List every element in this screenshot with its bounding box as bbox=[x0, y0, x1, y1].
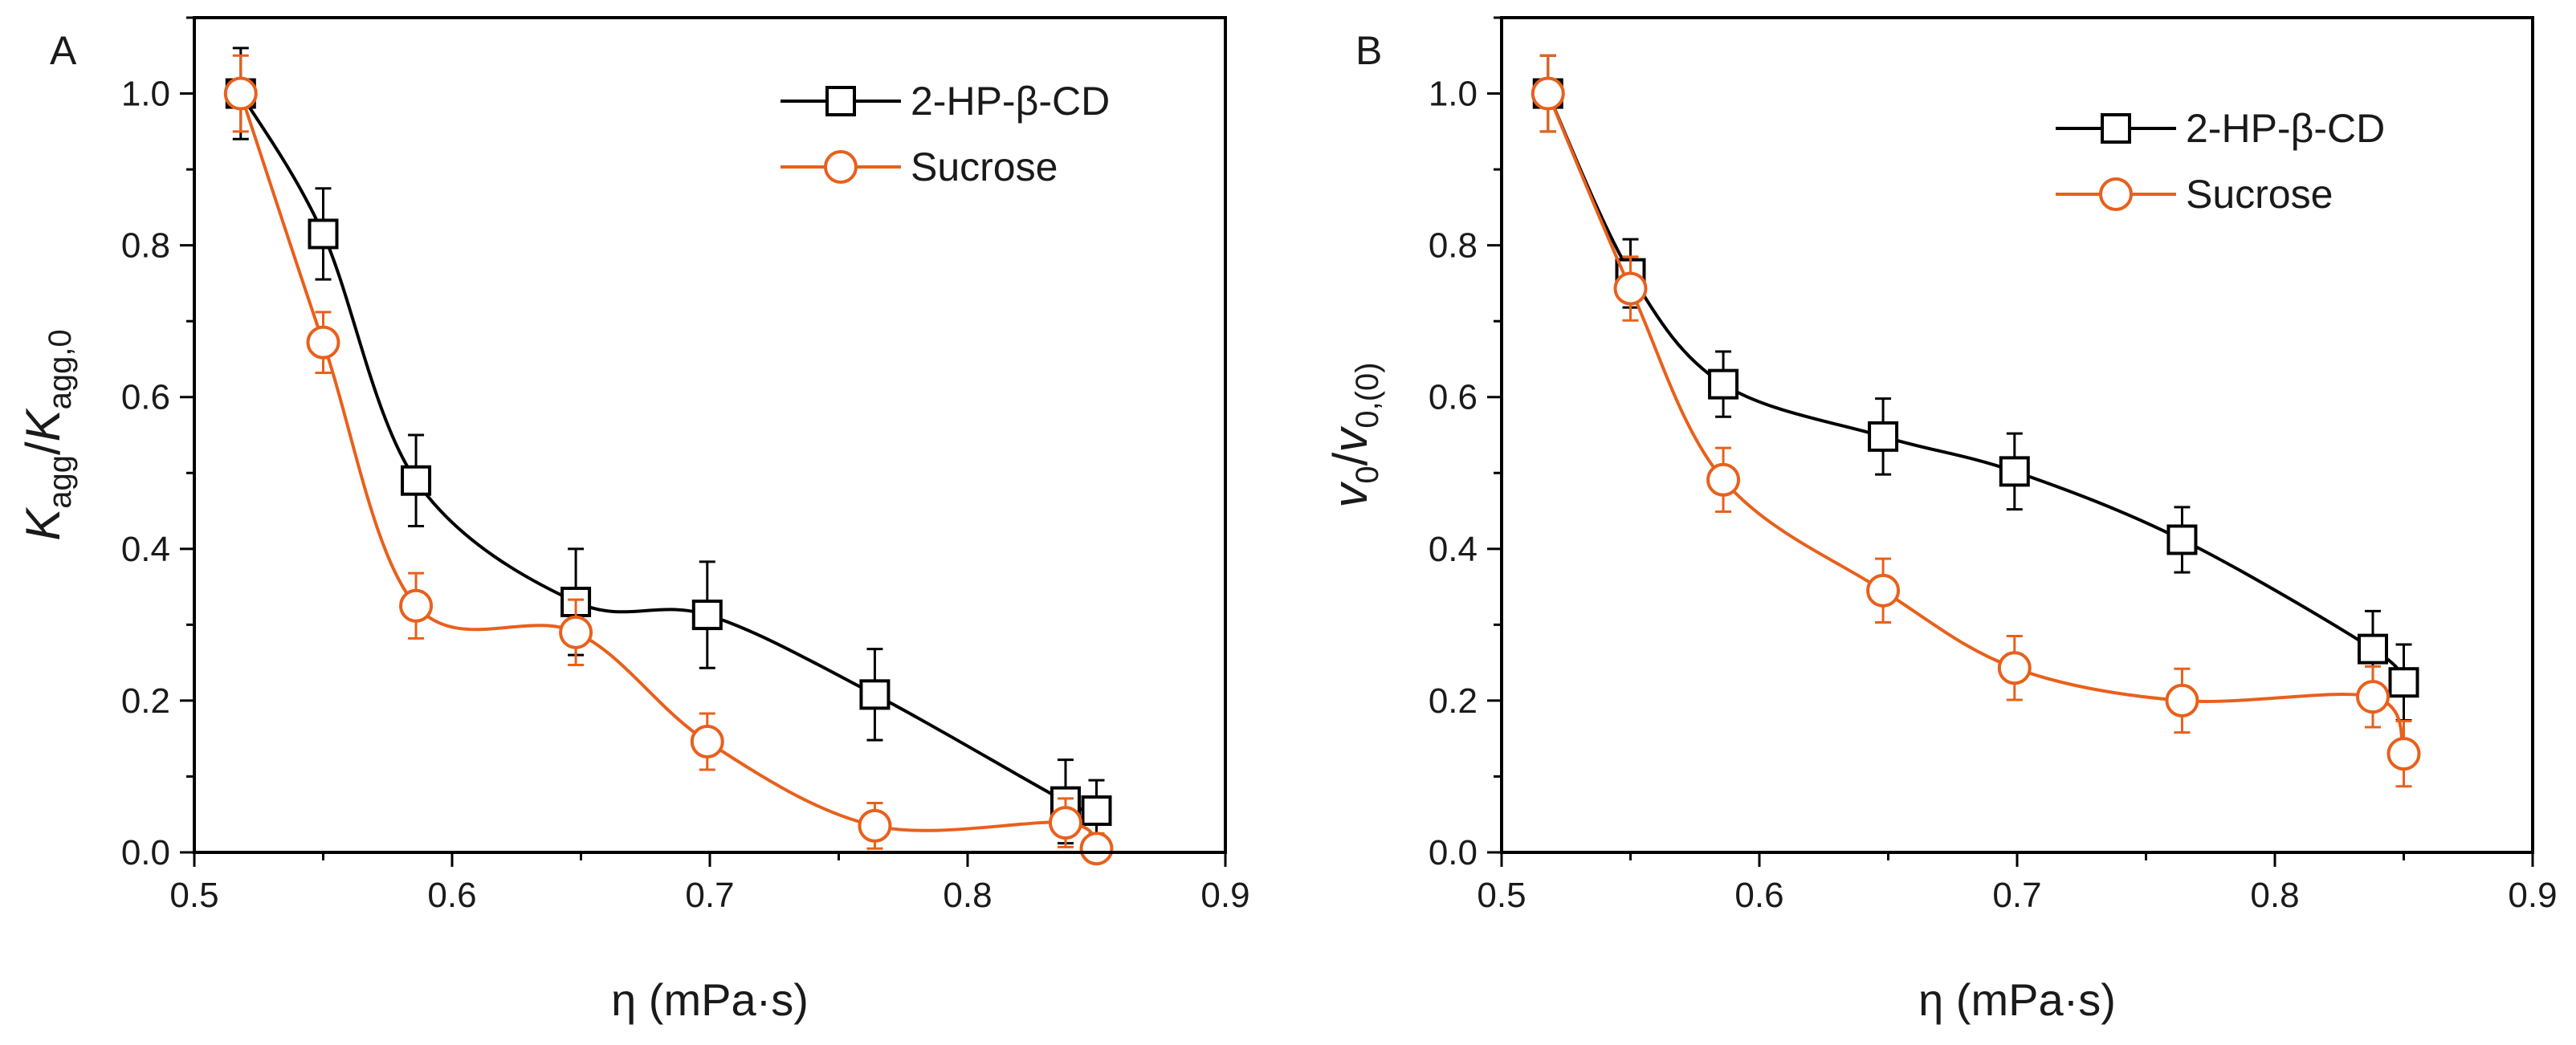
data-point bbox=[306, 325, 340, 360]
legend-label: 2-HP-β-CD bbox=[2186, 106, 2385, 151]
y-tick-label: 0.4 bbox=[1429, 530, 1478, 569]
legend-label: Sucrose bbox=[2186, 172, 2333, 217]
series-sucrose bbox=[1531, 54, 2421, 788]
data-point bbox=[1866, 573, 1901, 608]
x-tick-label: 0.5 bbox=[1477, 876, 1526, 915]
x-tick-label: 0.8 bbox=[2250, 876, 2299, 915]
y-axis-label: Kagg/Kagg,0 bbox=[16, 329, 78, 541]
data-point bbox=[1079, 832, 1114, 866]
data-point bbox=[2386, 737, 2421, 771]
data-point bbox=[1048, 806, 1082, 840]
series-hp-beta-cd bbox=[1532, 54, 2419, 722]
x-tick-label: 0.6 bbox=[427, 876, 476, 915]
data-point bbox=[308, 218, 339, 250]
data-point bbox=[1531, 76, 1565, 111]
data-point bbox=[2166, 524, 2198, 555]
series-line bbox=[238, 92, 1098, 850]
y-tick-label: 0.2 bbox=[121, 681, 170, 721]
data-point bbox=[1997, 651, 2032, 685]
legend-marker bbox=[824, 150, 858, 184]
x-tick-label: 0.9 bbox=[1200, 876, 1249, 915]
y-label-part: v bbox=[1323, 482, 1377, 508]
data-point bbox=[1868, 421, 1899, 452]
legend-label: 2-HP-β-CD bbox=[911, 79, 1110, 124]
x-tick-label: 0.5 bbox=[169, 876, 218, 915]
data-point bbox=[1706, 462, 1741, 497]
plot-frame bbox=[193, 16, 1227, 854]
y-label-part: / bbox=[1323, 452, 1377, 466]
legend-marker bbox=[825, 86, 856, 116]
y-tick-label: 0.0 bbox=[121, 833, 170, 872]
legend: 2-HP-β-CD Sucrose bbox=[781, 79, 1110, 189]
y-tick-label: 0.4 bbox=[121, 530, 170, 569]
data-point bbox=[1613, 271, 1648, 306]
y-axis-label: v0/v0,(0) bbox=[1323, 362, 1385, 507]
legend-entry-sucrose: Sucrose bbox=[2056, 172, 2333, 217]
x-tick-label: 0.6 bbox=[1734, 876, 1783, 915]
data-point bbox=[1081, 795, 1112, 826]
x-axis-label: η (mPa·s) bbox=[1918, 974, 2116, 1025]
series-sucrose bbox=[223, 54, 1114, 866]
data-point bbox=[2388, 667, 2419, 698]
legend-entry-hp-beta-cd: 2-HP-β-CD bbox=[2056, 106, 2385, 151]
y-tick-label: 0.6 bbox=[121, 378, 170, 417]
y-tick-label: 0.8 bbox=[121, 226, 170, 266]
y-label-sub: agg bbox=[43, 455, 78, 509]
y-tick-label: 0.2 bbox=[1429, 681, 1478, 721]
data-point bbox=[690, 724, 724, 758]
plot-frame bbox=[1500, 16, 2534, 854]
data-point bbox=[691, 600, 723, 631]
data-point bbox=[401, 465, 432, 496]
y-label-part: K bbox=[16, 407, 70, 441]
data-point bbox=[859, 679, 891, 710]
data-point bbox=[1708, 368, 1739, 400]
series-line bbox=[239, 92, 1098, 815]
y-tick-label: 1.0 bbox=[121, 75, 170, 114]
y-label-sub: agg,0 bbox=[43, 329, 78, 409]
x-tick-label: 0.7 bbox=[1992, 876, 2041, 915]
y-tick-label: 1.0 bbox=[1429, 75, 1478, 114]
y-label-part: K bbox=[16, 506, 70, 541]
x-tick-label: 0.9 bbox=[2508, 876, 2557, 915]
chart-panel-b: B 0.5 0.6 0.7 0.8 0.9 0.0 0.2 0.4 0.6 0.8 1.0 η (mPa… bbox=[1323, 16, 2558, 1025]
x-tick-label: 0.7 bbox=[685, 876, 734, 915]
data-point bbox=[559, 615, 593, 649]
legend-marker bbox=[2099, 177, 2133, 211]
y-tick-label: 0.0 bbox=[1429, 833, 1478, 872]
data-point bbox=[223, 76, 258, 111]
legend-entry-hp-beta-cd: 2-HP-β-CD bbox=[781, 79, 1110, 124]
data-point bbox=[2165, 683, 2199, 718]
legend-marker bbox=[2101, 113, 2131, 144]
y-tick-label: 0.6 bbox=[1429, 378, 1478, 417]
y-label-sub: 0 bbox=[1350, 466, 1385, 483]
legend-entry-sucrose: Sucrose bbox=[781, 144, 1058, 189]
x-tick-label: 0.8 bbox=[943, 876, 992, 915]
data-point bbox=[2355, 680, 2390, 714]
y-label-part: v bbox=[1323, 426, 1377, 453]
panel-label: A bbox=[50, 28, 77, 73]
legend: 2-HP-β-CD Sucrose bbox=[2056, 106, 2385, 217]
data-point bbox=[1999, 456, 2030, 487]
x-axis-label: η (mPa·s) bbox=[611, 974, 809, 1025]
y-tick-label: 0.8 bbox=[1429, 226, 1478, 266]
data-point bbox=[399, 588, 434, 623]
data-point bbox=[858, 808, 892, 843]
chart-panel-a: A 0.5 0.6 0.7 0.8 0.9 0.0 0.2 0.4 0.6 0.8 1.0 η (mPa… bbox=[16, 16, 1250, 1025]
legend-label: Sucrose bbox=[911, 144, 1058, 189]
panel-label: B bbox=[1355, 28, 1382, 73]
data-point bbox=[2357, 633, 2388, 665]
y-label-part: / bbox=[16, 441, 70, 455]
y-label-sub: 0,(0) bbox=[1350, 362, 1385, 428]
